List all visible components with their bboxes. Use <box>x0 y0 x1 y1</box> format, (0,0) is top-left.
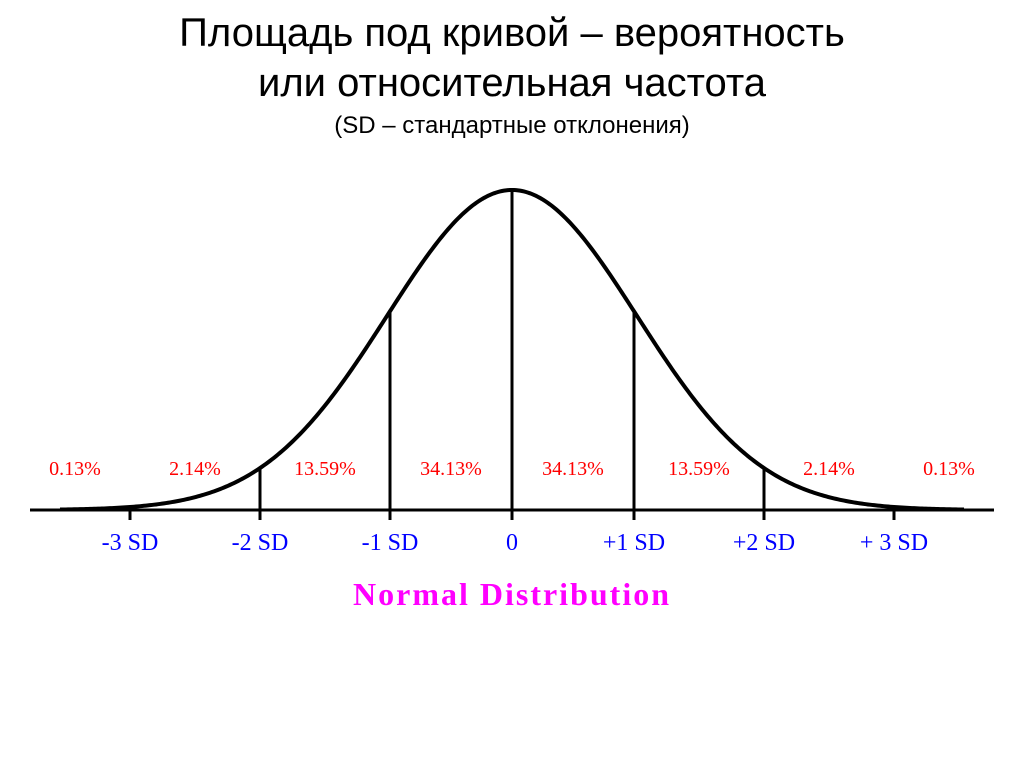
x-tick-label: +1 SD <box>603 530 665 556</box>
percent-label: 13.59% <box>294 458 356 480</box>
percent-label: 0.13% <box>923 458 975 480</box>
x-tick-label: +2 SD <box>733 530 795 556</box>
x-tick-label: + 3 SD <box>860 530 928 556</box>
percent-label: 34.13% <box>420 458 482 480</box>
chart-area: 0.13% 2.14% 13.59% 34.13% 34.13% 13.59% 2.14% 0… <box>0 150 1024 650</box>
x-tick-label: 0 <box>506 530 518 556</box>
title-block: Площадь под кривой – вероятность или отн… <box>0 0 1024 140</box>
chart-svg: 0.13% 2.14% 13.59% 34.13% 34.13% 13.59% 2.14% 0… <box>0 150 1024 650</box>
x-tick-label: -2 SD <box>232 530 289 556</box>
x-tick-label: -1 SD <box>362 530 419 556</box>
title-line1: Площадь под кривой – вероятность <box>0 8 1024 58</box>
title-sub: (SD – стандартные отклонения) <box>0 112 1024 140</box>
x-tick-label: -3 SD <box>102 530 159 556</box>
percent-label: 2.14% <box>803 458 855 480</box>
percent-label: 2.14% <box>169 458 221 480</box>
percent-label: 13.59% <box>668 458 730 480</box>
percent-label: 34.13% <box>542 458 604 480</box>
chart-caption: Normal Distribution <box>353 576 671 612</box>
title-line2: или относительная частота <box>0 58 1024 108</box>
percent-label: 0.13% <box>49 458 101 480</box>
